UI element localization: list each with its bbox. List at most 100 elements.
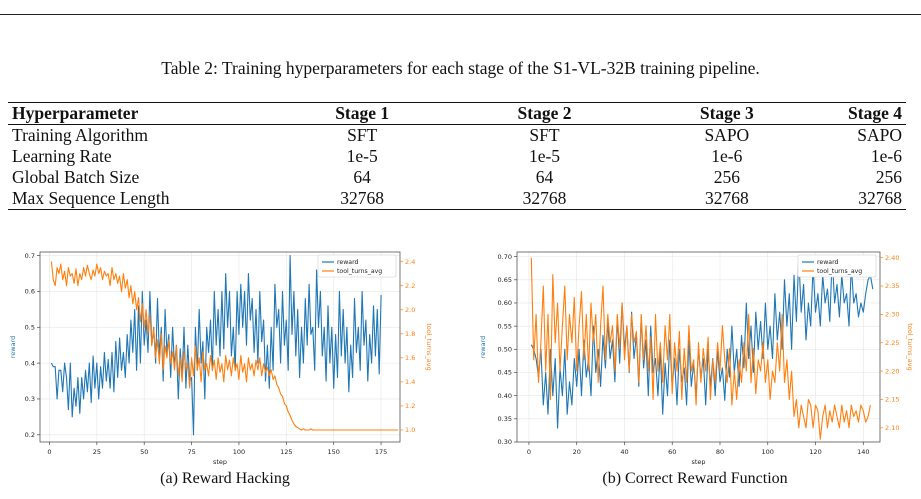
x-tick-label: 20 [573,448,581,456]
x-tick-label: 150 [327,448,339,456]
x-axis-label: step [213,458,227,465]
y2-tick-label: 2.0 [405,306,415,314]
y-tick-label: 0.30 [498,438,512,446]
table-cell: 64 [535,167,554,187]
figure-b-caption: (b) Correct Reward Function [602,470,788,487]
hyperparameter-table: Hyperparameter Stage 1 Stage 2 Stage 3 S… [8,102,906,210]
y2-tick-label: 2.4 [405,258,415,266]
x-tick-label: 25 [93,448,101,456]
table-cell: 32768 [704,188,749,208]
y2-axis-label: tool_turns_avg [906,323,914,371]
header-stage-4: Stage 4 [848,103,902,123]
y-tick-label: 0.5 [25,323,35,331]
legend-label-reward: reward [337,259,359,266]
x-tick-label: 50 [140,448,148,456]
y2-tick-label: 2.25 [885,339,899,347]
y2-tick-label: 2.30 [885,311,899,319]
table-cell: 32768 [522,188,567,208]
y2-tick-label: 2.35 [885,282,899,290]
header-hyperparameter: Hyperparameter [12,103,139,123]
plot-frame [516,251,881,443]
header-stage-1: Stage 1 [335,103,390,123]
table-cell: 1e-6 [870,146,902,166]
x-tick-label: 75 [187,448,195,456]
y-axis-label: reward [9,336,17,359]
table-caption: Table 2: Training hyperparameters for ea… [161,58,760,78]
figure-a-caption: (a) Reward Hacking [160,470,290,487]
x-tick-label: 80 [716,448,724,456]
header-stage-3: Stage 3 [699,103,754,123]
plot-frame [39,251,401,443]
y2-tick-label: 1.8 [405,330,415,338]
series-line-tool-turns-avg [50,261,399,431]
x-tick-label: 0 [527,448,531,456]
y-tick-label: 0.60 [498,299,512,307]
y2-tick-label: 1.4 [405,378,415,386]
legend-label-tool-turns-avg: tool_turns_avg [817,268,862,275]
table-row: Global Batch Size 64 64 256 256 [8,167,906,188]
series-line-reward [530,256,874,429]
correct-reward-chart: 0 20 40 60 80 100 120 140 0.30 0.35 0.40 0.45 0.50 0.… [479,251,914,465]
x-tick-label: 125 [280,448,292,456]
y2-tick-label: 1.0 [405,426,415,434]
y2-tick-label: 1.2 [405,402,415,410]
x-tick-label: 60 [668,448,676,456]
y-tick-label: 0.70 [498,253,512,261]
table-cell: 1e-5 [346,146,378,166]
row-label: Learning Rate [12,146,112,166]
y-tick-label: 0.2 [25,431,35,439]
x-tick-label: 175 [375,448,387,456]
legend-label-reward: reward [817,259,839,266]
table-cell: 256 [875,167,902,187]
table-row: Training Algorithm SFT SFT SAPO SAPO [8,125,906,147]
y-tick-label: 0.4 [25,359,35,367]
table-header-row: Hyperparameter Stage 1 Stage 2 Stage 3 S… [8,102,906,125]
y2-tick-label: 2.15 [885,396,899,404]
x-tick-label: 140 [857,448,869,456]
table-cell: 32768 [858,188,902,208]
legend-box [797,254,877,278]
table-cell: SFT [529,125,560,145]
table-row: Learning Rate 1e-5 1e-5 1e-6 1e-6 [8,146,906,167]
page-top-rule [0,14,921,15]
table-cell: 32768 [340,188,385,208]
x-tick-label: 100 [762,448,774,456]
y2-axis-label: tool_turns_avg [425,323,433,371]
x-tick-label: 120 [809,448,821,456]
header-stage-2: Stage 2 [517,103,572,123]
table-cell: 256 [713,167,740,187]
y-tick-label: 0.35 [498,415,512,423]
legend-label-tool-turns-avg: tool_turns_avg [337,268,382,275]
y2-tick-label: 1.6 [405,354,415,362]
y-axis-label: reward [479,336,487,359]
y-tick-label: 0.45 [498,369,512,377]
y-tick-label: 0.3 [25,395,35,403]
table-cell: 1e-5 [528,146,561,166]
x-tick-label: 0 [47,448,51,456]
table-row: Max Sequence Length 32768 32768 32768 32… [8,188,906,210]
table-cell: SFT [347,125,378,145]
table-cell: SAPO [857,125,902,145]
y-tick-label: 0.55 [498,322,512,330]
y2-tick-label: 2.10 [885,424,899,432]
y2-tick-label: 2.20 [885,367,899,375]
row-label: Global Batch Size [12,167,140,187]
x-tick-label: 100 [233,448,245,456]
series-line-reward [50,255,382,436]
y-tick-label: 0.40 [498,392,512,400]
y2-tick-label: 2.2 [405,282,415,290]
row-label: Training Algorithm [12,125,148,145]
series-line-tool-turns-avg [530,257,871,440]
x-axis-label: step [691,458,705,465]
row-label: Max Sequence Length [12,188,170,208]
table-cell: 64 [353,167,371,187]
y-tick-label: 0.65 [498,276,512,284]
x-tick-label: 40 [620,448,628,456]
table-cell: 1e-6 [711,146,743,166]
legend-box [317,254,397,278]
y-tick-label: 0.7 [25,252,35,260]
y-tick-label: 0.50 [498,346,512,354]
y-tick-label: 0.6 [25,288,35,296]
y2-tick-label: 2.40 [885,254,899,262]
reward-hacking-chart: 0 25 50 75 100 125 150 175 0.2 0.3 0.4 0.5 0.6 0.7 1.0… [9,251,433,465]
